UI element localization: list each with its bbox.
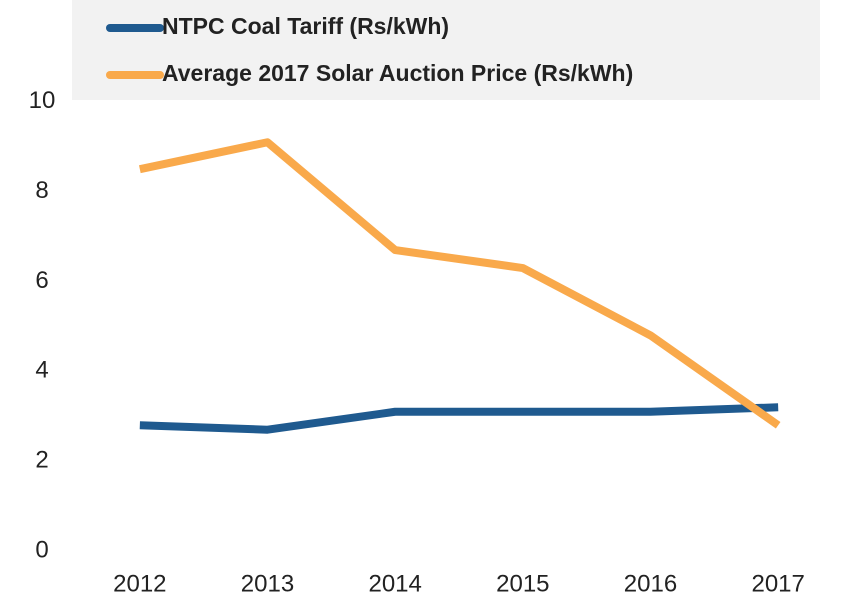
- x-tick-label: 2015: [496, 570, 549, 597]
- series-line: [139, 403, 779, 434]
- legend-label: NTPC Coal Tariff (Rs/kWh): [162, 13, 449, 39]
- y-tick-label: 8: [35, 177, 48, 204]
- y-tick-label: 6: [35, 267, 48, 294]
- y-tick-label: 2: [35, 447, 48, 474]
- y-tick-label: 0: [35, 536, 48, 563]
- y-tick-label: 10: [29, 87, 56, 114]
- x-tick-label: 2014: [368, 570, 421, 597]
- y-tick-label: 4: [35, 357, 48, 384]
- x-tick-label: 2013: [241, 570, 294, 597]
- x-tick-label: 2012: [113, 570, 166, 597]
- legend-box: [72, 0, 820, 100]
- legend-label: Average 2017 Solar Auction Price (Rs/kWh…: [162, 60, 633, 86]
- x-tick-label: 2016: [624, 570, 677, 597]
- series-line: [139, 138, 781, 429]
- x-tick-label: 2017: [751, 570, 804, 597]
